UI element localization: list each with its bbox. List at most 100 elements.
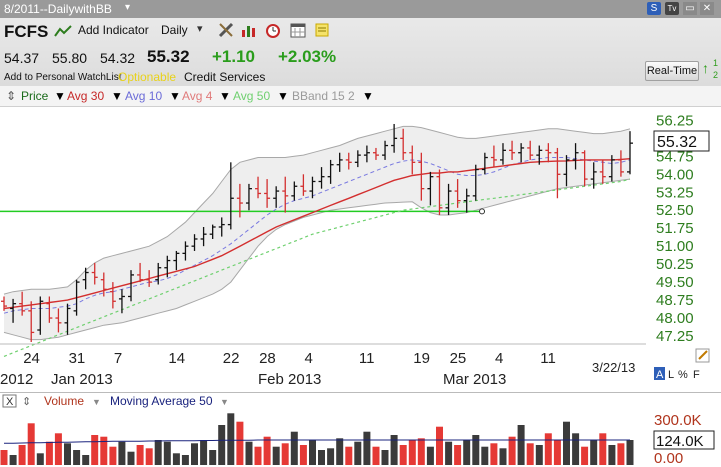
- realtime-button[interactable]: Real-Time: [645, 61, 699, 81]
- price-bar: [463, 188, 470, 213]
- auto-scale-button[interactable]: [654, 367, 665, 380]
- volume-bar: [544, 433, 552, 465]
- price-bar: [64, 303, 71, 335]
- legend-avg50[interactable]: Avg 50: [233, 89, 271, 103]
- price-tick-label: 53.25: [656, 184, 694, 201]
- ma-chevron-icon[interactable]: ▼: [220, 397, 229, 407]
- price-bar: [599, 159, 606, 184]
- volume-bar: [9, 455, 17, 465]
- legend-price[interactable]: Price: [21, 89, 49, 103]
- price-bar: [273, 186, 280, 208]
- legend-avg30-chevron-icon[interactable]: ▼: [111, 89, 123, 103]
- add-watchlist-link[interactable]: Add to Personal WatchList: [4, 72, 122, 83]
- moving-averages: [3, 157, 631, 357]
- legend-avg10[interactable]: Avg 10: [125, 89, 163, 103]
- day-tick-label: 31: [69, 350, 86, 367]
- price-bar: [499, 143, 506, 165]
- superscript-two: 2: [713, 70, 719, 80]
- legend-avg50-chevron-icon[interactable]: ▼: [277, 89, 289, 103]
- auto-scale-label[interactable]: A: [656, 369, 664, 381]
- volume-moving-average: [3, 439, 630, 444]
- price-chart[interactable]: 56.2555.5054.7554.0053.2552.5051.7551.00…: [0, 106, 721, 392]
- volume-bar: [263, 436, 271, 465]
- day-tick-label: 14: [168, 350, 185, 367]
- log-scale-toggle[interactable]: L: [668, 369, 674, 381]
- legend-avg10-chevron-icon[interactable]: ▼: [169, 89, 181, 103]
- day-tick-label: 28: [259, 350, 276, 367]
- note-icon[interactable]: [314, 22, 330, 38]
- volume-bar: [481, 446, 489, 465]
- day-tick-label: 4: [305, 350, 313, 367]
- price-bar: [372, 147, 379, 160]
- month-tick-label: Jan 2013: [51, 371, 113, 388]
- fixed-scale-toggle[interactable]: F: [693, 369, 700, 381]
- close-volume-button[interactable]: [2, 394, 17, 408]
- volume-bar: [445, 441, 453, 465]
- s-icon[interactable]: S: [647, 2, 661, 15]
- alarm-clock-icon[interactable]: [265, 22, 281, 38]
- legend-price-chevron-icon[interactable]: ▼: [54, 89, 66, 103]
- volume-bar: [336, 438, 344, 465]
- volume-legend[interactable]: Volume: [44, 394, 84, 408]
- avg10-line: [3, 157, 631, 314]
- volume-chart[interactable]: X ⇕ Volume ▼ Moving Average 50 ▼ 300.0K …: [0, 392, 721, 467]
- legend-bband-chevron-icon[interactable]: ▼: [362, 89, 374, 103]
- avg50-line: [3, 178, 631, 357]
- volume-bar: [499, 448, 507, 465]
- price-bar: [391, 123, 398, 153]
- volume-bar: [163, 441, 171, 465]
- month-tick-label: Feb 2013: [258, 371, 321, 388]
- period-chevron-down-icon[interactable]: ▾: [197, 23, 203, 35]
- volume-bar: [372, 446, 380, 465]
- legend-bband[interactable]: BBand 15 2: [292, 89, 355, 103]
- tools-icon[interactable]: [218, 22, 234, 38]
- volume-bar: [172, 453, 180, 465]
- volume-bar: [399, 445, 407, 465]
- current-volume-label: 124.0K: [656, 433, 704, 450]
- tv-icon[interactable]: Tv: [665, 2, 679, 15]
- symbol-label[interactable]: FCFS: [4, 22, 49, 41]
- sector-label[interactable]: Credit Services: [184, 70, 266, 84]
- calendar-icon[interactable]: [290, 22, 306, 38]
- volume-chevron-icon[interactable]: ▼: [92, 397, 101, 407]
- price-bar: [155, 262, 162, 285]
- price-tick-label: 48.75: [656, 292, 694, 309]
- day-tick-label: 11: [540, 350, 556, 367]
- price-bar: [554, 147, 561, 199]
- price-bar: [1, 296, 7, 311]
- volume-move-icon[interactable]: ⇕: [22, 396, 31, 408]
- price-bar: [518, 143, 525, 163]
- legend-avg4-chevron-icon[interactable]: ▼: [219, 89, 231, 103]
- close-icon[interactable]: ✕: [700, 2, 714, 15]
- price-bar: [255, 176, 262, 199]
- price-bar: [617, 150, 624, 177]
- price-bar: [354, 150, 361, 168]
- legend-move-icon[interactable]: ⇕: [6, 89, 17, 103]
- ma-legend[interactable]: Moving Average 50: [110, 394, 213, 408]
- edit-pencil-icon[interactable]: [695, 348, 710, 363]
- price-tick-label: 54.75: [656, 148, 694, 165]
- volume-bar: [327, 448, 335, 465]
- open-value: 54.37: [4, 50, 40, 66]
- close-icon[interactable]: X: [6, 396, 14, 408]
- price-bar: [28, 301, 35, 342]
- price-bar: [581, 150, 588, 187]
- legend-avg4[interactable]: Avg 4: [182, 89, 213, 103]
- title-dropdown-icon[interactable]: ▾: [125, 2, 131, 13]
- volume-tick: 300.0K: [654, 412, 702, 429]
- price-tick-label: 49.50: [656, 274, 694, 291]
- percent-scale-toggle[interactable]: %: [678, 369, 688, 381]
- minimize-icon[interactable]: ▭: [683, 2, 697, 15]
- price-bar: [490, 145, 497, 168]
- volume-bar: [145, 448, 153, 465]
- volume-bar: [572, 433, 580, 465]
- add-indicator-button[interactable]: Add Indicator: [78, 23, 149, 37]
- optionable-badge[interactable]: Optionable: [118, 70, 177, 84]
- volume-bar: [200, 440, 208, 465]
- legend-avg30[interactable]: Avg 30: [67, 89, 105, 103]
- period-select[interactable]: Daily: [161, 23, 188, 37]
- price-tick-label: 51.75: [656, 220, 694, 237]
- add-indicator-icon[interactable]: [54, 24, 72, 38]
- low-value: 54.32: [100, 50, 136, 66]
- bar-chart-icon[interactable]: [241, 22, 257, 38]
